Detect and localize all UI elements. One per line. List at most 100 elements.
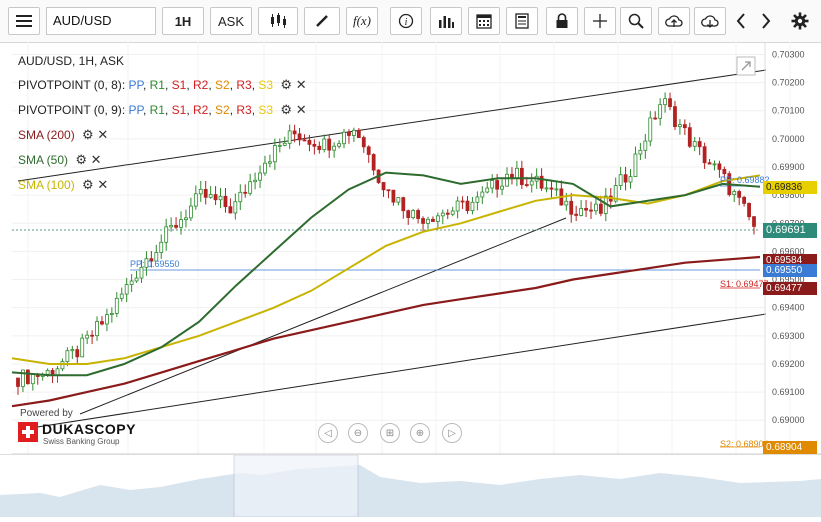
gear-icon[interactable]: ⚙ (82, 127, 94, 142)
candle-body (381, 182, 386, 191)
candle-body (569, 200, 574, 215)
gear-icon[interactable]: ⚙ (75, 152, 88, 167)
volume-button[interactable] (430, 7, 462, 35)
support-trendline (79, 217, 567, 415)
candle-body (332, 145, 337, 151)
candle-body (702, 146, 707, 164)
zoom-icon (628, 13, 644, 29)
scroll-right-button[interactable] (755, 7, 777, 35)
y-tick-label: 0.69900 (772, 162, 805, 172)
pencil-icon (316, 15, 328, 27)
candle-body (361, 137, 366, 148)
legend-sma100[interactable]: SMA (100) ⚙ ✕ (18, 177, 109, 193)
info-button[interactable]: i (390, 7, 422, 35)
y-tick-label: 0.70200 (772, 78, 805, 88)
dukascopy-logo: Powered by DUKASCOPY Swiss Banking Group (16, 408, 136, 448)
legend-pivot-8[interactable]: PIVOTPOINT (0, 8): PP, R1, S1, R2, S2, R… (18, 77, 307, 93)
candle-body (628, 176, 633, 183)
candle-body (579, 208, 584, 216)
timeline-navigator[interactable] (0, 454, 821, 518)
current-price-tag: 0.69691 (763, 223, 817, 238)
candle-body (243, 191, 248, 194)
scroll-left-button[interactable] (730, 7, 752, 35)
candle-body (124, 284, 129, 295)
candle-body (505, 173, 509, 187)
level-r2: R2 (193, 78, 209, 92)
candle-body (366, 146, 371, 155)
candle-body (460, 200, 465, 203)
settings-button[interactable] (786, 7, 814, 35)
candle-body (574, 213, 579, 216)
fit-button[interactable]: ⊞ (380, 423, 400, 443)
zoom-in-button[interactable]: ⊕ (410, 423, 430, 443)
crosshair-button[interactable] (584, 7, 616, 35)
candle-body (95, 321, 99, 337)
candle-body (707, 162, 712, 165)
s2-price-tag: 0.68904 (763, 441, 817, 454)
candle-body (144, 258, 149, 268)
candle-body (317, 145, 322, 150)
draw-tool-button[interactable] (304, 7, 340, 35)
legend-pivot-9[interactable]: PIVOTPOINT (0, 9): PP, R1, S1, R2, S2, R… (18, 102, 307, 118)
pivot-s1-label: S1: 0.69477 (720, 279, 769, 289)
legend-sma50[interactable]: SMA (50) ⚙ ✕ (18, 152, 102, 168)
candle-body (450, 210, 455, 215)
candle-body (500, 185, 504, 190)
timeframe-select[interactable]: 1H (162, 7, 204, 35)
candle-body (21, 369, 25, 387)
candle-body (154, 252, 159, 262)
candle-body (752, 216, 756, 227)
candle-body (238, 191, 243, 203)
news-button[interactable] (506, 7, 538, 35)
candle-body (193, 193, 198, 207)
candle-body (722, 168, 727, 175)
candle-body (697, 141, 702, 148)
indicators-button[interactable]: f(x) (346, 7, 378, 35)
candle-body (65, 350, 70, 363)
powered-by-text: Powered by (20, 408, 73, 419)
candle-body (337, 143, 341, 147)
candle-body (742, 196, 747, 204)
y-tick-label: 0.69200 (772, 359, 805, 369)
chart-type-button[interactable] (258, 7, 298, 35)
s1-price-tag: 0.69477 (763, 282, 817, 295)
candle-body (272, 145, 277, 163)
candle-body (45, 370, 50, 375)
close-icon[interactable]: ✕ (97, 127, 109, 142)
nav-back-button[interactable]: ◁ (318, 423, 338, 443)
candle-body (282, 142, 287, 146)
y-tick-label: 0.69400 (772, 303, 805, 313)
candle-body (490, 180, 495, 189)
candle-body (717, 163, 722, 170)
symbol-input[interactable]: AUD/USD (46, 7, 156, 35)
zoom-button[interactable] (620, 7, 652, 35)
navigator-area (0, 465, 821, 517)
side-select[interactable]: ASK (210, 7, 252, 35)
candles-icon (271, 13, 286, 28)
close-icon[interactable]: ✕ (295, 77, 307, 92)
close-icon[interactable]: ✕ (295, 102, 307, 117)
close-icon[interactable]: ✕ (90, 152, 102, 167)
gear-icon[interactable]: ⚙ (280, 77, 293, 92)
sma50-price-tag: 0.69836 (763, 181, 817, 194)
candle-body (248, 181, 253, 194)
expand-icon[interactable] (736, 56, 756, 76)
upload-button[interactable] (658, 7, 690, 35)
y-tick-label: 0.69800 (772, 190, 805, 200)
gear-icon[interactable]: ⚙ (280, 102, 293, 117)
candle-body (584, 208, 588, 211)
menu-button[interactable] (8, 7, 40, 35)
lock-button[interactable] (546, 7, 578, 35)
level-r2: R2 (193, 103, 209, 117)
calendar-button[interactable] (468, 7, 500, 35)
candle-body (198, 188, 203, 195)
legend-sma200[interactable]: SMA (200) ⚙ ✕ (18, 127, 109, 143)
candle-body (747, 203, 751, 218)
download-button[interactable] (694, 7, 726, 35)
candle-body (174, 224, 178, 228)
zoom-out-button[interactable]: ⊖ (348, 423, 368, 443)
close-icon[interactable]: ✕ (97, 177, 109, 192)
nav-forward-button[interactable]: ▷ (442, 423, 462, 443)
gear-icon[interactable]: ⚙ (82, 177, 94, 192)
level-s1: S1 (171, 103, 187, 117)
